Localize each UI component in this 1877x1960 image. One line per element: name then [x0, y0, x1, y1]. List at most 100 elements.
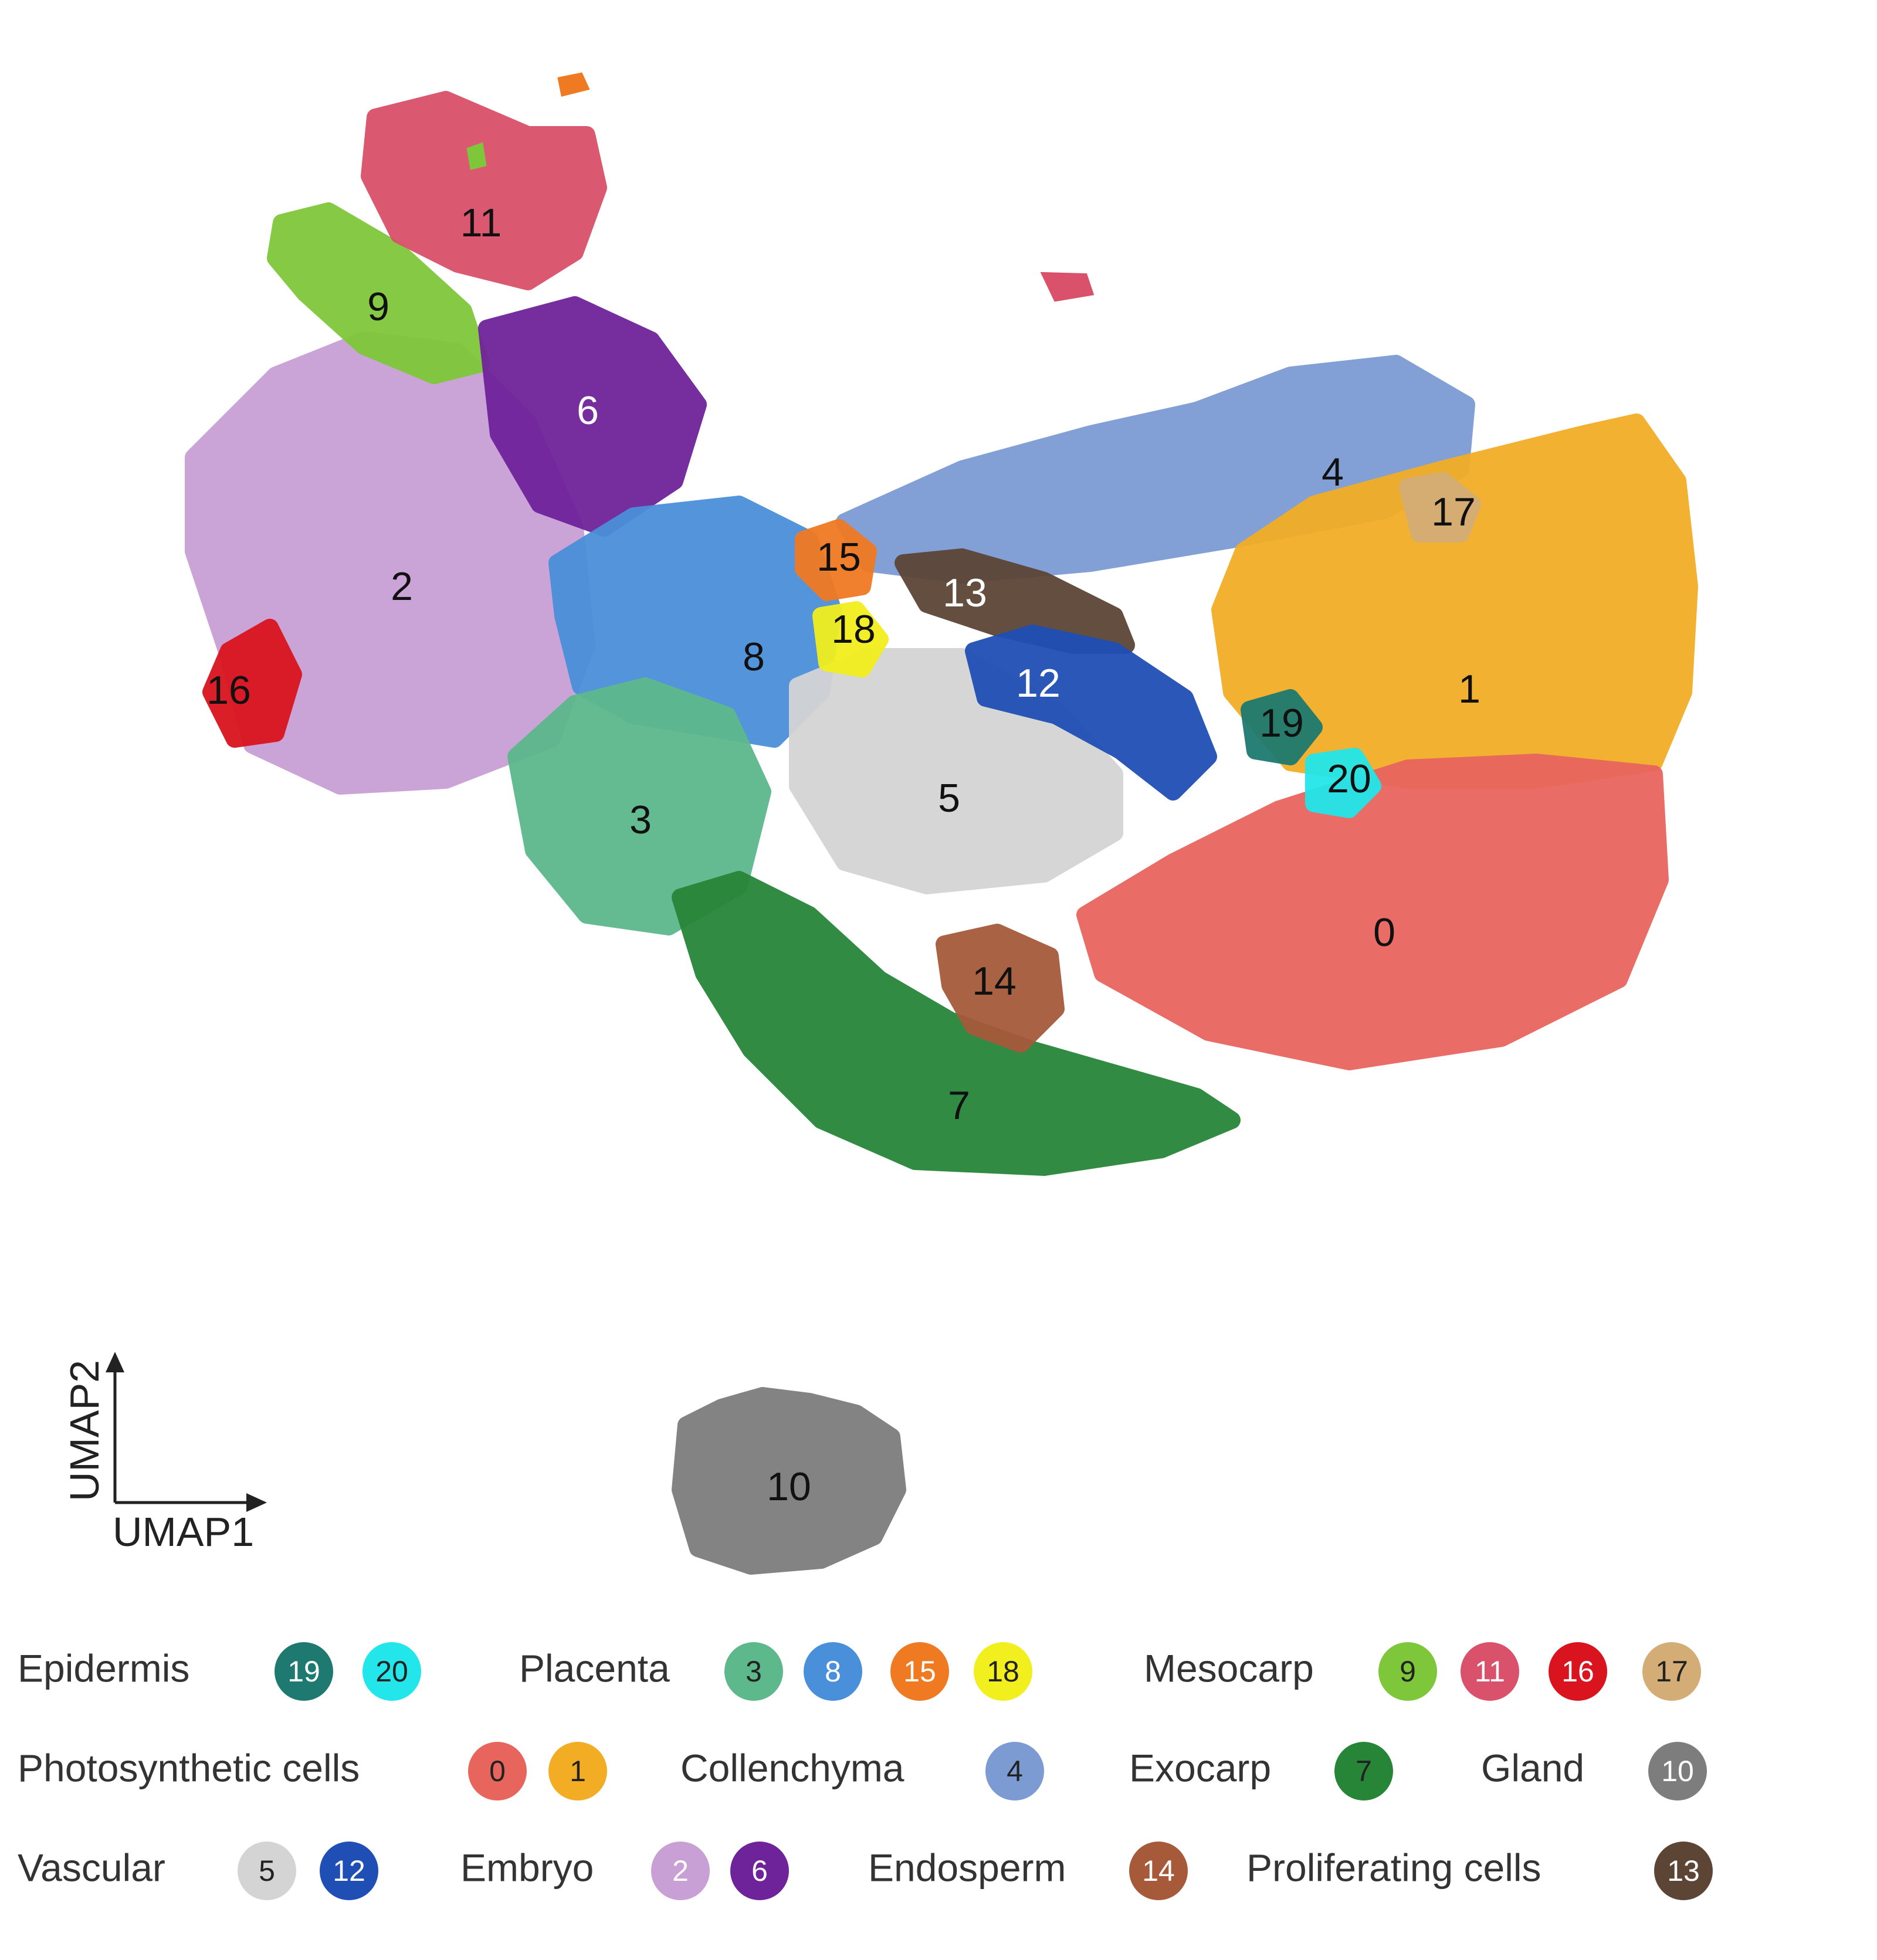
legend: Epidermis 19 20 Placenta 3 8 15 18 Mesocarp 9 11 16… [18, 1642, 1713, 1900]
legend-swatch-label-19: 19 [287, 1655, 320, 1688]
cluster-label-19: 19 [1259, 701, 1304, 745]
legend-label-3: Photosynthetic cells [18, 1746, 360, 1789]
cluster-label-4: 4 [1322, 450, 1344, 494]
cluster-11-region [361, 91, 607, 290]
legend-swatch-label-17: 17 [1655, 1655, 1688, 1688]
x-axis-label: UMAP1 [113, 1509, 254, 1555]
cluster-label-12: 12 [1016, 661, 1061, 706]
cluster-label-5: 5 [938, 776, 960, 820]
cluster-label-18: 18 [831, 607, 876, 652]
cluster-11-outlier-0 [1040, 272, 1095, 302]
cluster-18-region [812, 601, 889, 677]
legend-swatch-label-8: 8 [825, 1655, 841, 1688]
legend-label-5: Exocarp [1129, 1746, 1271, 1789]
cluster-15-outlier-1 [557, 72, 590, 97]
legend-swatch-label-10: 10 [1661, 1755, 1694, 1788]
legend-swatch-label-20: 20 [375, 1655, 408, 1688]
cluster-3-region [507, 677, 771, 935]
legend-swatch-8 [804, 1642, 862, 1701]
legend-swatch-17 [1642, 1642, 1701, 1701]
cluster-14-region [936, 924, 1065, 1053]
legend-swatch-7 [1334, 1742, 1393, 1800]
legend-label-9: Endosperm [868, 1846, 1066, 1889]
legend-swatch-label-12: 12 [333, 1854, 365, 1887]
legend-swatch-label-0: 0 [489, 1755, 506, 1788]
legend-swatch-label-4: 4 [1007, 1755, 1023, 1788]
legend-label-10: Proliferating cells [1246, 1846, 1541, 1889]
legend-swatch-6 [730, 1842, 789, 1900]
legend-swatch-9 [1378, 1642, 1437, 1701]
legend-swatch-label-6: 6 [751, 1854, 768, 1887]
cluster-19-region [1241, 689, 1323, 765]
cluster-17-region [1399, 472, 1481, 542]
cluster-label-16: 16 [206, 668, 251, 713]
legend-swatch-15 [890, 1642, 949, 1701]
legend-label-2: Mesocarp [1144, 1646, 1314, 1690]
cluster-10-region [672, 1387, 906, 1575]
legend-swatch-label-1: 1 [570, 1755, 586, 1788]
legend-swatch-label-13: 13 [1667, 1854, 1700, 1887]
legend-label-8: Embryo [460, 1846, 594, 1889]
legend-swatch-4 [985, 1742, 1044, 1800]
cluster-label-15: 15 [816, 535, 861, 579]
legend-swatch-18 [974, 1642, 1032, 1701]
cluster-label-9: 9 [367, 284, 389, 329]
cluster-20-region [1305, 748, 1381, 818]
cluster-label-8: 8 [743, 635, 765, 679]
legend-swatch-2 [651, 1842, 710, 1900]
cluster-0-region [1076, 754, 1669, 1070]
legend-swatch-11 [1461, 1642, 1519, 1701]
legend-swatch-13 [1654, 1842, 1713, 1900]
legend-label-6: Gland [1481, 1746, 1584, 1789]
legend-label-7: Vascular [18, 1846, 165, 1889]
cluster-label-17: 17 [1431, 490, 1476, 534]
legend-swatch-0 [468, 1742, 527, 1800]
legend-swatch-label-2: 2 [672, 1854, 689, 1887]
cluster-label-14: 14 [972, 959, 1017, 1003]
cluster-label-2: 2 [391, 564, 413, 609]
legend-swatch-19 [275, 1642, 333, 1701]
legend-swatch-label-16: 16 [1561, 1655, 1594, 1688]
legend-swatch-1 [548, 1742, 607, 1800]
legend-swatch-label-11: 11 [1475, 1655, 1505, 1688]
legend-label-1: Placenta [519, 1646, 670, 1690]
cluster-label-20: 20 [1327, 757, 1371, 801]
legend-swatch-label-15: 15 [903, 1655, 936, 1688]
legend-label-0: Epidermis [18, 1646, 189, 1690]
cluster-label-3: 3 [629, 798, 652, 842]
legend-label-4: Collenchyma [680, 1746, 904, 1789]
umap-axis-indicator: UMAP1 UMAP2 [62, 1352, 267, 1555]
legend-swatch-label-5: 5 [259, 1854, 275, 1887]
cluster-label-6: 6 [577, 388, 599, 433]
cluster-label-0: 0 [1373, 910, 1395, 955]
cluster-12-region [965, 625, 1217, 801]
legend-swatch-label-18: 18 [987, 1655, 1019, 1688]
legend-swatch-label-9: 9 [1400, 1655, 1416, 1688]
cluster-label-7: 7 [948, 1083, 970, 1128]
legend-swatch-3 [724, 1642, 783, 1701]
legend-swatch-label-14: 14 [1142, 1854, 1175, 1887]
cluster-9-region [267, 202, 490, 384]
cluster-label-10: 10 [767, 1464, 811, 1509]
cluster-7-region [672, 871, 1241, 1176]
cluster-label-11: 11 [460, 201, 502, 245]
cluster-regions [185, 72, 1698, 1575]
legend-swatch-20 [362, 1642, 421, 1701]
legend-swatch-label-7: 7 [1356, 1755, 1372, 1788]
umap1-arrowhead [246, 1493, 267, 1512]
cluster-13-region [895, 548, 1135, 654]
legend-swatch-10 [1648, 1742, 1707, 1800]
cluster-16-region [202, 619, 302, 748]
legend-swatch-label-3: 3 [746, 1655, 762, 1688]
cluster-label-1: 1 [1458, 667, 1480, 711]
legend-swatch-14 [1129, 1842, 1188, 1900]
cluster-15-region [795, 519, 877, 601]
y-axis-label: UMAP2 [62, 1360, 107, 1501]
legend-swatch-12 [320, 1842, 378, 1900]
cluster-6-region [478, 296, 707, 537]
cluster-label-13: 13 [943, 571, 987, 615]
cluster-9-outlier-2 [466, 142, 487, 170]
legend-swatch-16 [1549, 1642, 1607, 1701]
